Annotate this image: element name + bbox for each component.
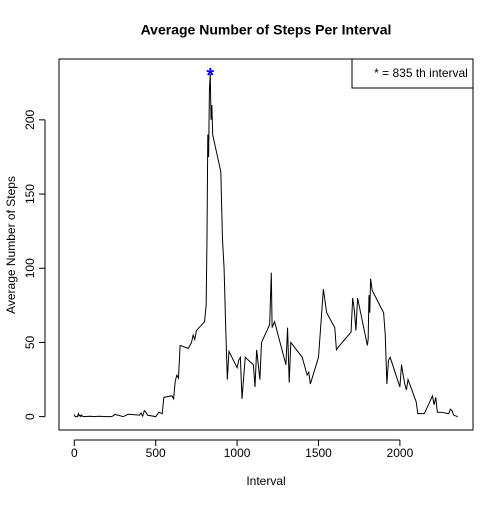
x-tick-label: 0 — [71, 446, 78, 460]
y-tick-label: 150 — [23, 184, 37, 204]
y-tick-label: 50 — [23, 335, 37, 349]
y-tick-label: 200 — [23, 110, 37, 130]
legend-text: * = 835 th interval — [374, 66, 468, 80]
data-line — [73, 73, 458, 418]
x-tick-label: 1000 — [224, 446, 251, 460]
legend-box — [351, 58, 474, 89]
x-tick-label: 500 — [146, 446, 166, 460]
plot-box — [58, 58, 474, 431]
y-tick-label: 0 — [23, 413, 37, 420]
y-axis-label: Average Number of Steps — [4, 176, 18, 314]
x-tick-label: 1500 — [305, 446, 332, 460]
peak-marker: * — [206, 65, 214, 87]
x-tick-label: 2000 — [387, 446, 414, 460]
chart-title: Average Number of Steps Per Interval — [141, 22, 392, 38]
y-tick-label: 100 — [23, 258, 37, 278]
x-axis-label: Interval — [246, 474, 285, 488]
